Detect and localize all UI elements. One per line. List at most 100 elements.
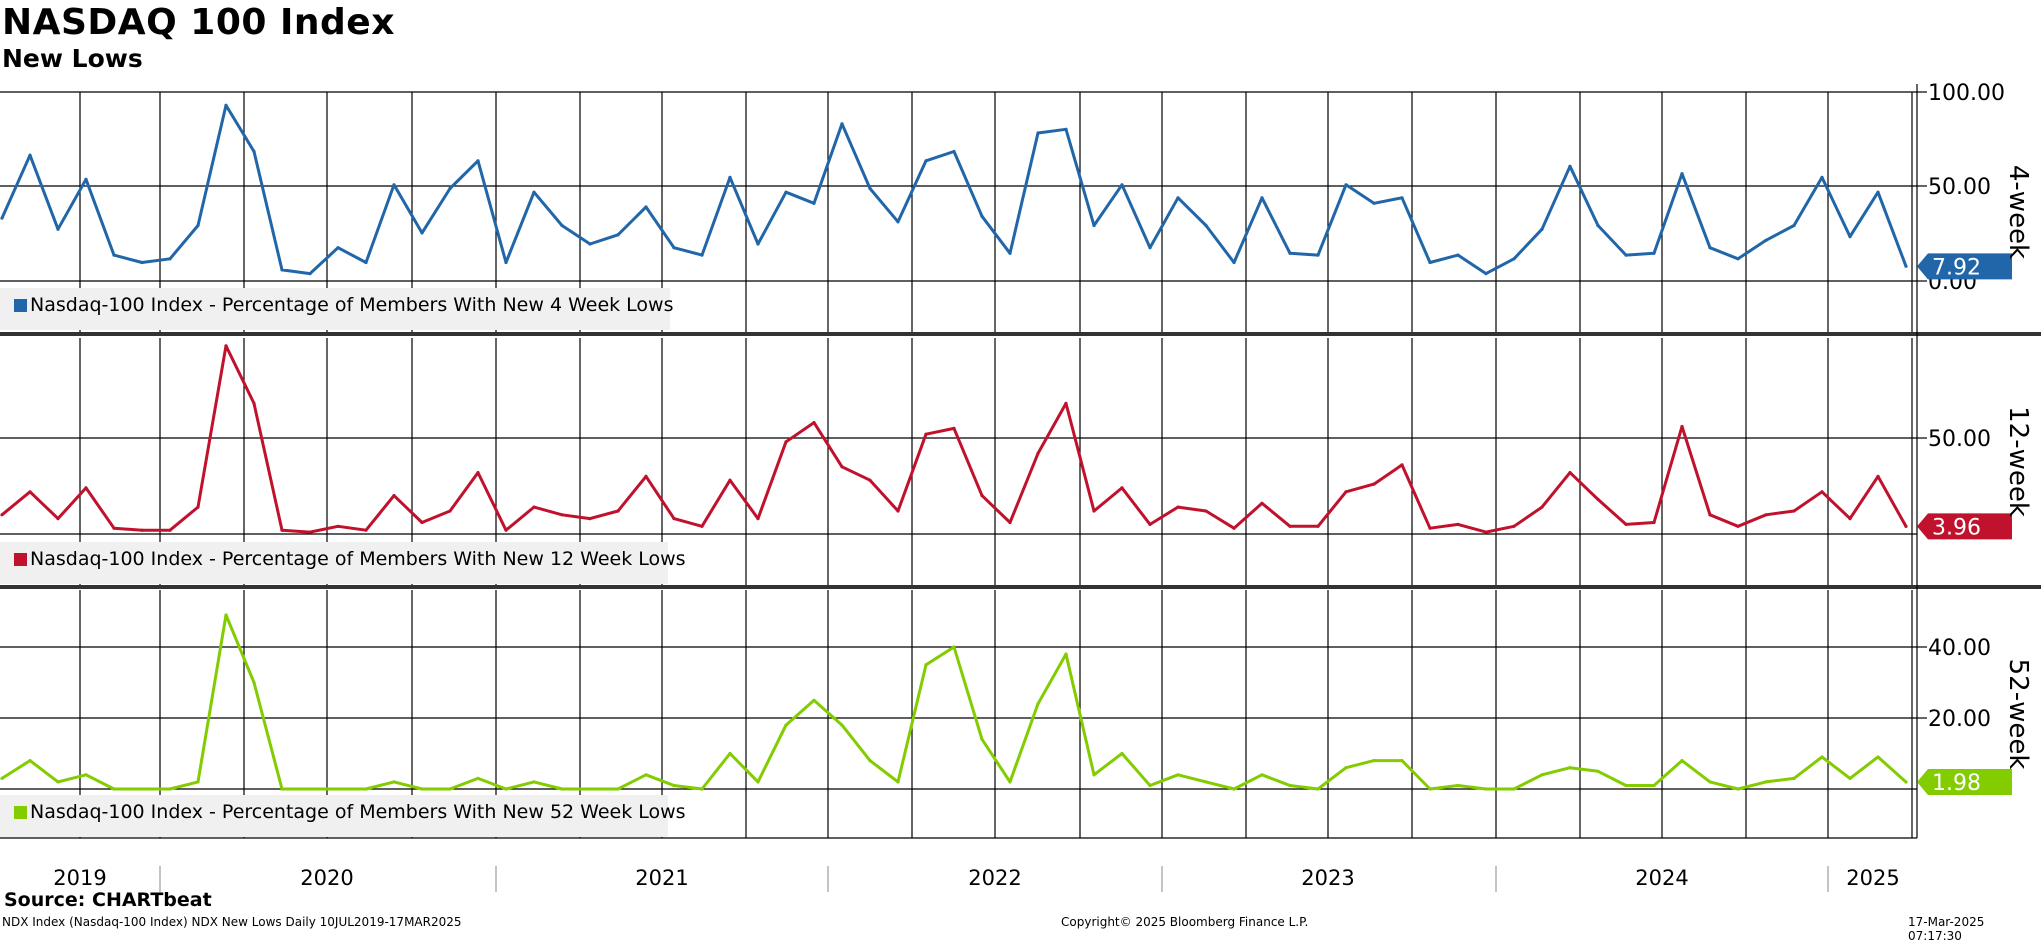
data-point — [476, 776, 480, 781]
data-point — [1624, 783, 1628, 788]
data-point — [1400, 759, 1404, 763]
x-tick-label: 2021 — [635, 866, 688, 890]
data-point — [224, 344, 228, 348]
data-point — [1176, 773, 1180, 777]
data-point — [1232, 260, 1236, 265]
data-point — [0, 216, 4, 220]
data-point — [1708, 780, 1712, 784]
data-point — [1484, 272, 1488, 276]
x-tick-label: 2020 — [300, 866, 353, 890]
data-point — [1512, 787, 1516, 791]
legend-swatch — [14, 553, 27, 566]
data-point — [1260, 196, 1264, 200]
data-point — [1456, 522, 1460, 527]
chart-title: NASDAQ 100 Index — [2, 2, 395, 43]
data-point — [1456, 783, 1460, 788]
data-point — [1428, 260, 1432, 265]
data-point — [588, 517, 592, 521]
data-point — [1820, 755, 1824, 759]
data-point — [728, 751, 732, 756]
data-point — [1288, 251, 1292, 255]
data-point — [532, 190, 536, 194]
data-point — [0, 513, 4, 517]
data-point — [1568, 471, 1572, 475]
data-point — [560, 513, 564, 517]
data-point — [672, 517, 676, 521]
y-tick-label: 100.00 — [1928, 81, 2005, 106]
x-tick-label: 2025 — [1846, 866, 1899, 890]
data-point — [1316, 253, 1320, 257]
data-point — [1764, 238, 1768, 242]
y-tick-label: 50.00 — [1928, 427, 1991, 452]
data-point — [1344, 490, 1348, 494]
source-label: Source: CHARTbeat — [4, 889, 212, 911]
data-point — [1680, 424, 1684, 429]
x-tick-label: 2024 — [1635, 866, 1688, 890]
data-point — [476, 471, 480, 475]
y-tick-label: 20.00 — [1928, 707, 1991, 732]
legend-background — [0, 542, 668, 584]
data-point — [868, 186, 872, 191]
data-point — [112, 526, 116, 530]
data-point — [924, 159, 928, 163]
data-point — [84, 486, 88, 490]
data-point — [756, 780, 760, 784]
data-point — [1120, 486, 1124, 490]
data-point — [420, 520, 424, 525]
data-point — [616, 233, 620, 237]
data-point — [700, 524, 704, 528]
data-point — [1092, 773, 1096, 777]
data-point — [1596, 769, 1600, 773]
data-point — [1512, 524, 1516, 528]
data-point — [1260, 773, 1264, 777]
data-point — [1624, 253, 1628, 257]
chart-subtitle: New Lows — [2, 44, 143, 73]
panel-label: 52-week — [2003, 659, 2033, 770]
data-point — [1344, 183, 1348, 187]
data-point — [1848, 517, 1852, 521]
data-point — [728, 175, 732, 179]
data-point — [868, 759, 872, 763]
data-point — [1008, 780, 1012, 784]
data-point — [1848, 235, 1852, 239]
data-point — [1288, 783, 1292, 788]
data-point — [1232, 526, 1236, 530]
data-point — [56, 780, 60, 784]
data-point — [280, 787, 284, 791]
data-point — [1820, 175, 1824, 179]
data-point — [840, 122, 844, 126]
data-point — [168, 257, 172, 261]
footer-security-info: NDX Index (Nasdaq-100 Index) NDX New Low… — [2, 915, 462, 929]
data-point — [1176, 505, 1180, 509]
data-point — [28, 490, 32, 494]
data-point — [1680, 759, 1684, 763]
data-point — [392, 780, 396, 784]
data-point — [700, 253, 704, 257]
data-point — [952, 149, 956, 154]
data-point — [980, 737, 984, 741]
last-value-label: 7.92 — [1932, 255, 1981, 280]
data-point — [1036, 131, 1040, 135]
data-point — [952, 426, 956, 430]
series-line — [1, 613, 1907, 791]
data-point — [392, 494, 396, 498]
data-point — [1120, 183, 1124, 187]
data-point — [196, 780, 200, 784]
data-point — [952, 645, 956, 649]
data-point — [1652, 783, 1656, 788]
data-point — [364, 787, 368, 791]
data-point — [1596, 223, 1600, 228]
data-point — [1540, 227, 1544, 231]
data-point — [1876, 755, 1880, 759]
data-point — [1876, 190, 1880, 194]
data-point — [868, 478, 872, 482]
data-point — [1540, 773, 1544, 777]
data-point — [1400, 463, 1404, 467]
data-point — [1372, 201, 1376, 205]
data-point — [1540, 505, 1544, 509]
legend-background — [0, 288, 670, 330]
data-point — [56, 227, 60, 231]
data-point — [1428, 526, 1432, 530]
data-point — [1176, 196, 1180, 200]
